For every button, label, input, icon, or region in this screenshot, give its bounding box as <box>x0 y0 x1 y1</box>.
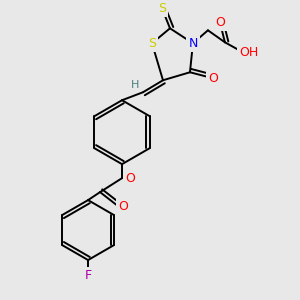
Text: N: N <box>188 37 198 50</box>
Text: S: S <box>158 2 166 15</box>
Text: O: O <box>215 16 225 29</box>
Text: H: H <box>131 80 139 90</box>
Text: F: F <box>85 268 92 281</box>
Text: O: O <box>208 72 218 85</box>
Text: S: S <box>148 37 156 50</box>
Text: OH: OH <box>239 46 259 59</box>
Text: O: O <box>125 172 135 184</box>
Text: O: O <box>118 200 128 213</box>
